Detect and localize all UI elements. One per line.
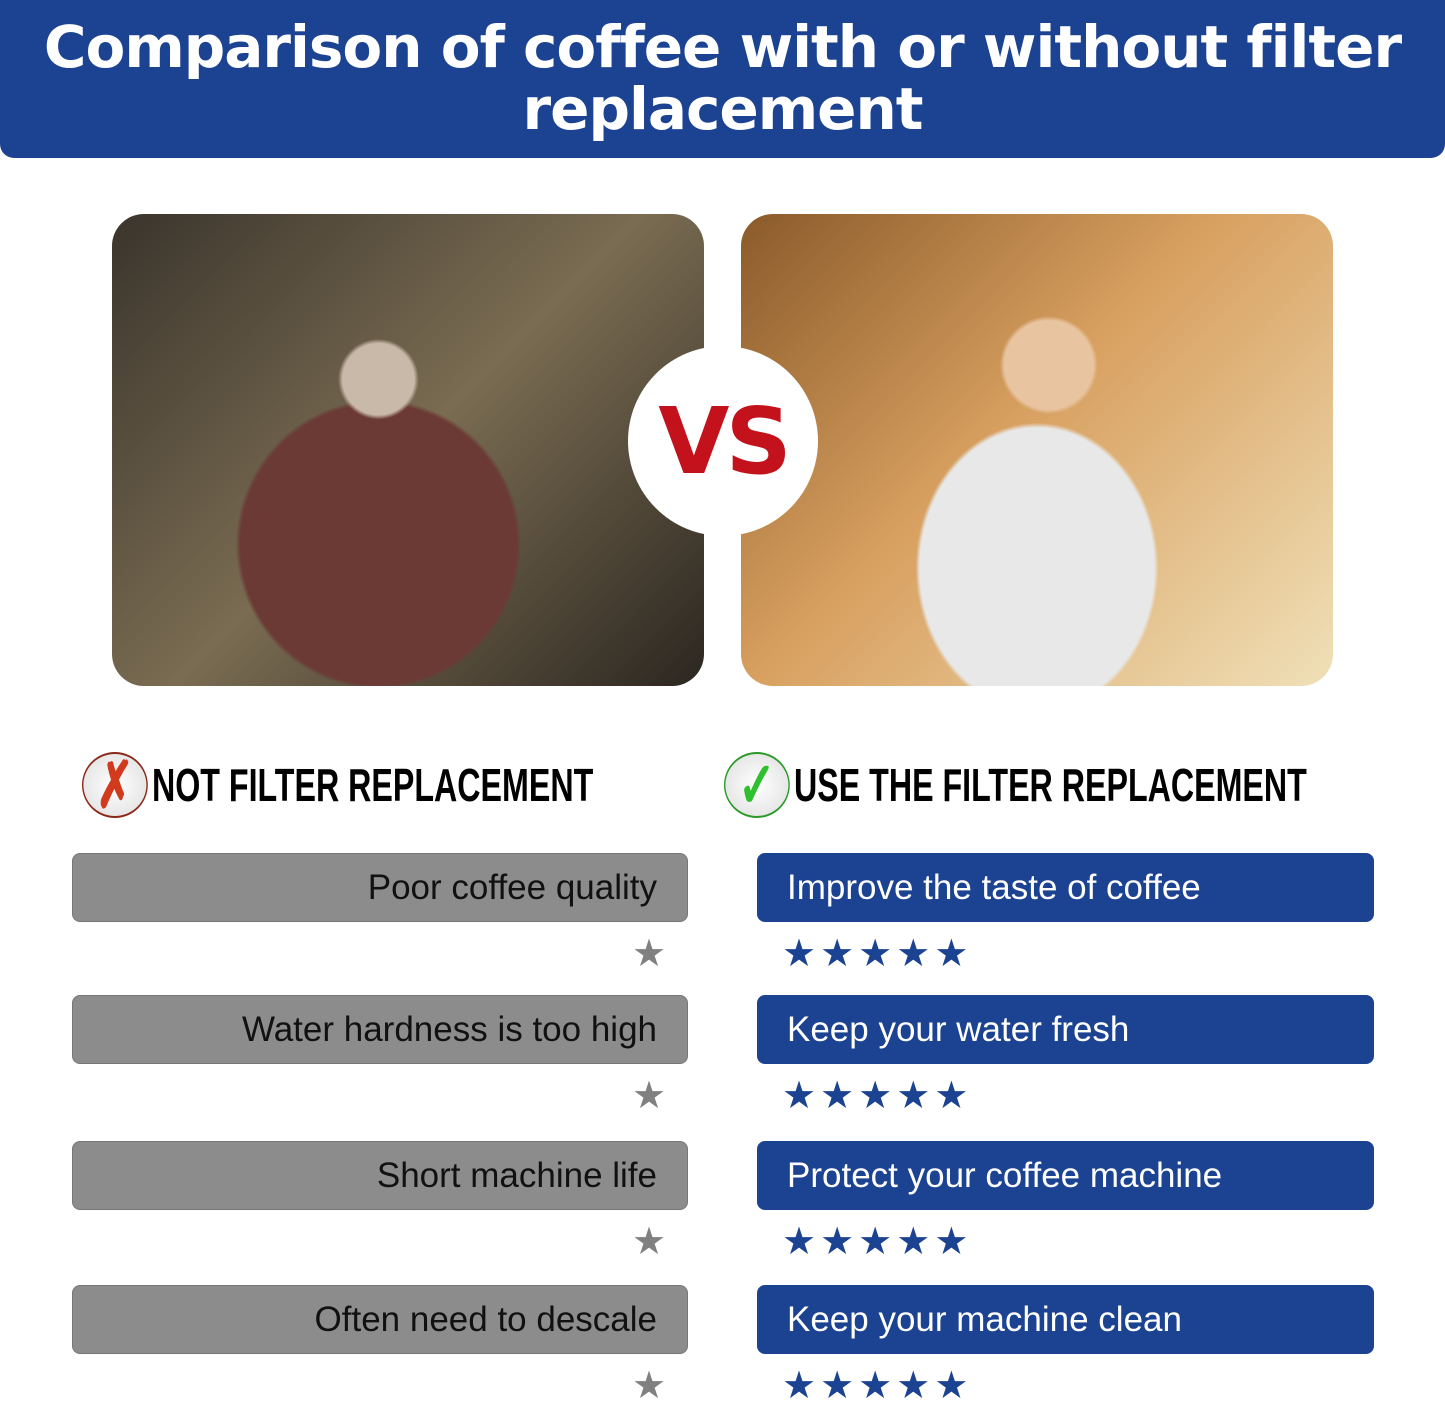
left-item-bar: Poor coffee quality [72, 853, 688, 922]
right-item-bar: Protect your coffee machine [757, 1141, 1374, 1210]
stressed-woman-photo [112, 214, 704, 686]
right-item-bar: Improve the taste of coffee [757, 853, 1374, 922]
left-item-bar: Short machine life [72, 1141, 688, 1210]
star-icon: ★ [858, 1365, 897, 1407]
star-icon: ★ [820, 933, 859, 975]
star-icon: ★ [782, 933, 821, 975]
left-rating: ★ [632, 935, 670, 973]
star-icon: ★ [934, 1365, 973, 1407]
star-icon: ★ [858, 1221, 897, 1263]
star-icon: ★ [632, 933, 671, 975]
star-icon: ★ [820, 1075, 859, 1117]
left-item-bar: Often need to descale [72, 1285, 688, 1354]
left-rating: ★ [632, 1077, 670, 1115]
star-icon: ★ [632, 1365, 671, 1407]
happy-woman-photo [741, 214, 1333, 686]
right-heading-text: USE THE FILTER REPLACEMENT [794, 759, 1307, 811]
page-title: Comparison of coffee with or without fil… [0, 0, 1445, 158]
right-rating: ★★★★★ [782, 935, 972, 973]
left-heading: ✗ NOT FILTER REPLACEMENT [82, 749, 594, 821]
right-item-bar: Keep your machine clean [757, 1285, 1374, 1354]
star-icon: ★ [858, 1075, 897, 1117]
star-icon: ★ [820, 1365, 859, 1407]
right-rating: ★★★★★ [782, 1367, 972, 1405]
right-rating: ★★★★★ [782, 1223, 972, 1261]
check-mark-icon: ✓ [724, 749, 790, 821]
star-icon: ★ [896, 933, 935, 975]
star-icon: ★ [820, 1221, 859, 1263]
left-rating: ★ [632, 1367, 670, 1405]
star-icon: ★ [858, 933, 897, 975]
star-icon: ★ [896, 1075, 935, 1117]
star-icon: ★ [632, 1221, 671, 1263]
left-heading-text: NOT FILTER REPLACEMENT [152, 759, 594, 811]
star-icon: ★ [934, 1221, 973, 1263]
left-item-bar: Water hardness is too high [72, 995, 688, 1064]
star-icon: ★ [782, 1075, 821, 1117]
right-item-bar: Keep your water fresh [757, 995, 1374, 1064]
vs-badge: VS [628, 346, 818, 536]
left-rating: ★ [632, 1223, 670, 1261]
star-icon: ★ [896, 1365, 935, 1407]
star-icon: ★ [782, 1365, 821, 1407]
star-icon: ★ [896, 1221, 935, 1263]
x-mark-icon: ✗ [82, 749, 148, 821]
right-heading: ✓ USE THE FILTER REPLACEMENT [724, 749, 1307, 821]
star-icon: ★ [632, 1075, 671, 1117]
star-icon: ★ [782, 1221, 821, 1263]
right-rating: ★★★★★ [782, 1077, 972, 1115]
star-icon: ★ [934, 933, 973, 975]
star-icon: ★ [934, 1075, 973, 1117]
